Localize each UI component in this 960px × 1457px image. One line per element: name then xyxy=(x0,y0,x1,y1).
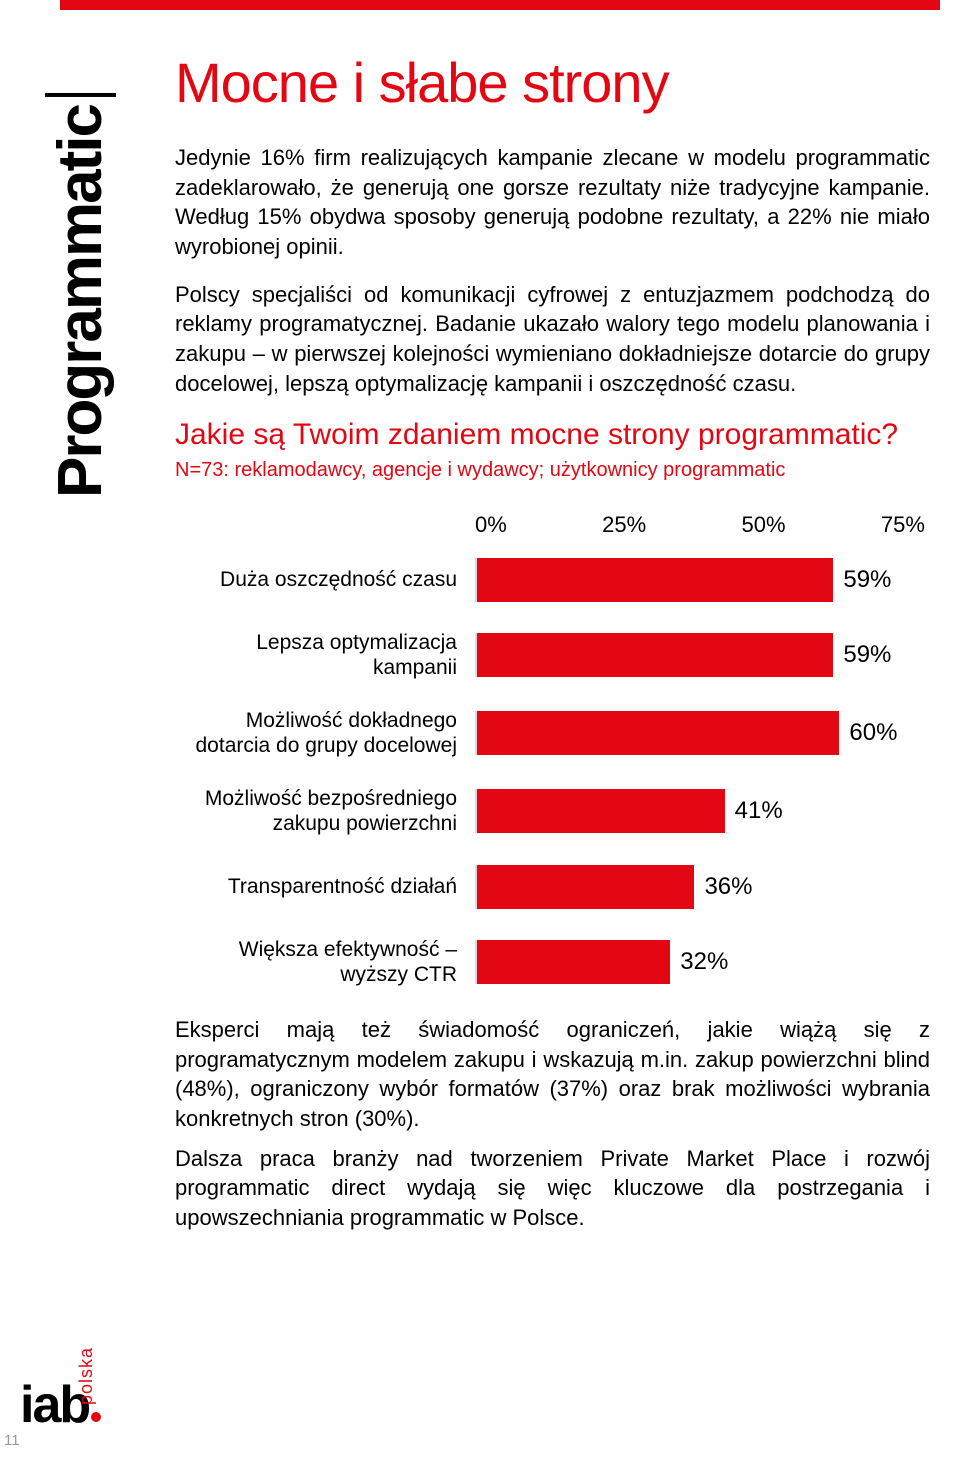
bar-track: 59% xyxy=(475,633,930,677)
bar-track: 41% xyxy=(475,789,930,833)
bar-value: 32% xyxy=(680,948,728,976)
bar-label: Większa efektywność – wyższy CTR xyxy=(175,937,475,987)
axis-tick: 0% xyxy=(475,512,507,538)
bar-row: Możliwość dokładnego dotarcia do grupy d… xyxy=(175,708,930,758)
footer-paragraph-2: Dalsza praca branży nad tworzeniem Priva… xyxy=(175,1144,930,1233)
bar-row: Transparentność działań 36% xyxy=(175,865,930,909)
logo-dot-icon xyxy=(91,1412,101,1422)
bar-fill xyxy=(477,789,725,833)
bar-track: 59% xyxy=(475,558,930,602)
bar-fill xyxy=(477,711,839,755)
page-number: 11 xyxy=(4,1432,20,1449)
axis-tick: 25% xyxy=(602,512,646,538)
bar-label: Możliwość bezpośredniego zakupu powierzc… xyxy=(175,786,475,836)
side-label-text: Programmatic xyxy=(45,93,116,498)
bar-value: 36% xyxy=(704,873,752,901)
bar-track: 32% xyxy=(475,940,930,984)
bar-row: Lepsza optymalizacja kampanii 59% xyxy=(175,630,930,680)
page-title: Mocne i słabe strony xyxy=(175,50,930,115)
side-label: Programmatic xyxy=(40,60,120,540)
intro-paragraph-1: Jedynie 16% firm realizujących kampanie … xyxy=(175,143,930,262)
logo-suffix: polska xyxy=(76,1347,97,1405)
bar-value: 59% xyxy=(843,566,891,594)
chart-title: Jakie są Twoim zdaniem mocne strony prog… xyxy=(175,417,930,453)
bar-value: 41% xyxy=(735,797,783,825)
bar-label: Lepsza optymalizacja kampanii xyxy=(175,630,475,680)
axis-tick: 50% xyxy=(742,512,786,538)
bar-chart: 0%25%50%75% Duża oszczędność czasu59%Lep… xyxy=(175,512,930,988)
iab-logo: iab polska xyxy=(20,1385,161,1427)
intro-paragraph-2: Polscy specjaliści od komunikacji cyfrow… xyxy=(175,280,930,399)
bar-label: Duża oszczędność czasu xyxy=(175,567,475,592)
axis-tick: 75% xyxy=(881,512,925,538)
main-content: Mocne i słabe strony Jedynie 16% firm re… xyxy=(175,50,930,1233)
bar-fill xyxy=(477,558,833,602)
bar-label: Możliwość dokładnego dotarcia do grupy d… xyxy=(175,708,475,758)
bar-row: Większa efektywność – wyższy CTR 32% xyxy=(175,937,930,987)
bar-value: 59% xyxy=(843,641,891,669)
chart-axis: 0% 25% 50% 75% xyxy=(175,512,930,538)
chart-subtitle: N=73: reklamodawcy, agencje i wydawcy; u… xyxy=(175,459,930,482)
bar-label: Transparentność działań xyxy=(175,874,475,899)
bar-fill xyxy=(477,633,833,677)
bar-fill xyxy=(477,865,694,909)
bar-row: Duża oszczędność czasu 59% xyxy=(175,558,930,602)
bar-row: Możliwość bezpośredniego zakupu powierzc… xyxy=(175,786,930,836)
footer-paragraph-1: Eksperci mają też świadomość ograniczeń,… xyxy=(175,1015,930,1134)
bar-fill xyxy=(477,940,670,984)
top-accent-bar xyxy=(60,0,940,10)
bar-value: 60% xyxy=(849,719,897,747)
bar-track: 60% xyxy=(475,711,930,755)
bar-track: 36% xyxy=(475,865,930,909)
